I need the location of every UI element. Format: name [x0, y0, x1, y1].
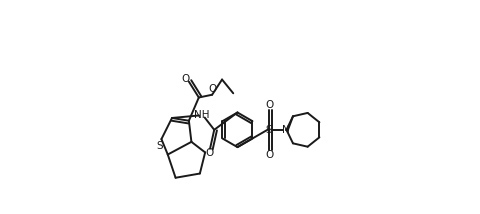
Text: NH: NH — [194, 110, 209, 120]
Text: O: O — [181, 74, 190, 84]
Text: N: N — [282, 125, 289, 135]
Text: O: O — [205, 149, 214, 159]
Text: S: S — [266, 125, 273, 135]
Text: O: O — [265, 100, 274, 110]
Text: S: S — [156, 141, 163, 151]
Text: O: O — [208, 84, 216, 94]
Text: O: O — [265, 150, 274, 160]
